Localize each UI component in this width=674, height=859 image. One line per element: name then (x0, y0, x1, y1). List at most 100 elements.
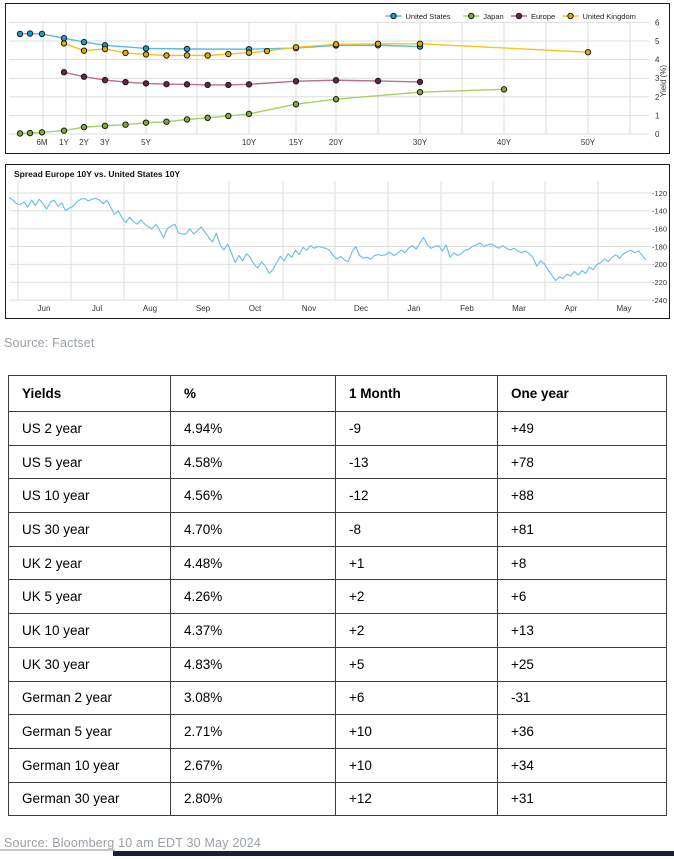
data-point (16, 130, 24, 137)
yield-name-cell: US 2 year (8, 411, 171, 446)
one-year-change-cell: +81 (497, 512, 667, 547)
one-year-change-cell: -31 (497, 680, 667, 716)
data-point (60, 127, 68, 134)
data-point (163, 52, 170, 59)
one-month-change-cell: +10 (335, 714, 498, 749)
yield-pct-cell: 4.94% (170, 411, 336, 446)
data-point (183, 45, 191, 53)
yield-name-cell: US 30 year (8, 512, 171, 547)
x-axis-tick: 30Y (413, 138, 428, 147)
y-axis-tick: 0 (655, 130, 660, 139)
data-point (183, 81, 191, 88)
one-month-change-cell: +2 (335, 613, 498, 648)
y-axis-tick: -200 (652, 260, 667, 269)
x-axis-tick: 50Y (581, 138, 596, 147)
x-axis-tick: Apr (565, 304, 578, 313)
data-point (225, 81, 232, 89)
y-axis-tick: 2 (655, 93, 660, 102)
yield-name-cell: German 2 year (8, 680, 171, 716)
legend-marker (567, 12, 574, 20)
yields-table: Yields% 1 Month One year US 2 year 4.94% -9 +… (8, 375, 667, 817)
series-line-japan (19, 88, 505, 135)
one-year-change-cell: +31 (497, 781, 667, 817)
data-point (332, 96, 340, 103)
yield-pct-cell: 2.67% (170, 747, 336, 783)
one-year-change-cell: +36 (497, 714, 667, 749)
yield-name-cell: German 30 year (8, 781, 171, 817)
data-point (38, 129, 46, 136)
data-point (60, 69, 68, 76)
data-point (101, 122, 109, 130)
x-axis-tick: Nov (302, 304, 316, 313)
yield-pct-cell: 2.80% (170, 781, 336, 817)
yield-pct-cell: 4.56% (170, 478, 336, 514)
x-axis-tick: 1Y (59, 138, 69, 147)
one-year-change-cell: +25 (497, 646, 667, 682)
yield-pct-cell: 4.26% (170, 579, 336, 615)
x-axis-tick: Jun (38, 304, 51, 313)
x-axis-tick: May (616, 304, 631, 313)
legend-label: Japan (483, 12, 503, 21)
data-point (60, 35, 68, 42)
yield-pct-cell: 4.70% (170, 512, 336, 547)
table-row: German 30 year 2.80% +12 +31 (8, 781, 667, 817)
y-axis-tick: 6 (655, 18, 660, 27)
table-row: UK 5 year 4.26% +2 +6 (8, 579, 667, 615)
data-point (142, 119, 150, 126)
legend-marker (468, 12, 475, 20)
one-month-change-cell: +12 (335, 781, 498, 817)
data-point (374, 40, 382, 47)
legend-marker (390, 12, 397, 20)
column-header: 1 Month (335, 375, 498, 412)
x-axis-tick: Dec (354, 304, 368, 313)
x-axis-tick: Sep (196, 304, 211, 313)
one-year-change-cell: +78 (497, 444, 667, 480)
one-month-change-cell: +6 (335, 680, 498, 716)
divider-navy-bar (113, 851, 674, 856)
one-year-change-cell: +49 (497, 411, 667, 446)
data-point (204, 81, 211, 89)
data-point (26, 129, 34, 137)
data-point (245, 81, 253, 88)
one-year-change-cell: +13 (497, 613, 667, 648)
data-point (142, 45, 150, 52)
data-point (204, 52, 211, 59)
x-axis-tick: Jan (408, 304, 421, 313)
data-point (122, 49, 129, 57)
yield-name-cell: German 5 year (8, 714, 171, 749)
data-point (225, 50, 232, 58)
one-year-change-cell: +88 (497, 478, 667, 514)
yield-pct-cell: 4.58% (170, 444, 336, 480)
yield-name-cell: UK 30 year (8, 646, 171, 682)
one-month-change-cell: -13 (335, 444, 498, 480)
table-row: German 2 year 3.08% +6 -31 (8, 680, 667, 716)
one-month-change-cell: +1 (335, 545, 498, 581)
legend-label: Europe (531, 12, 555, 21)
table-row: US 5 year 4.58% -13 +78 (8, 444, 667, 480)
table-row: US 10 year 4.56% -12 +88 (8, 478, 667, 514)
data-point (163, 118, 170, 125)
data-point (101, 45, 109, 53)
spread-chart: Spread Europe 10Y vs. United States 10Y … (5, 164, 670, 319)
yield-curves-chart: 6 5 4 3 2 1 0 Yield (%) 6M 1Y 2Y 3Y 5Y 10Y 15Y 20Y 30Y 40… (5, 3, 670, 154)
table-row: US 2 year 4.94% -9 +49 (8, 411, 667, 446)
source-bloomberg: Source: Bloomberg 10 am EDT 30 May 2024 (4, 836, 262, 850)
one-month-change-cell: -12 (335, 478, 498, 514)
yield-name-cell: UK 5 year (8, 579, 171, 615)
yield-pct-cell: 2.71% (170, 714, 336, 749)
data-point (80, 73, 88, 80)
yield-pct-cell: 4.37% (170, 613, 336, 648)
spread-plot: -120 -140 -160 -180 -200 -220 -240 Jun Jul Aug Sep… (8, 181, 667, 313)
data-point (292, 101, 300, 108)
data-point (292, 77, 300, 85)
data-point (142, 80, 150, 87)
table-row: German 10 year 2.67% +10 +34 (8, 747, 667, 783)
yield-name-cell: UK 2 year (8, 545, 171, 581)
one-year-change-cell: +34 (497, 747, 667, 783)
y-axis-tick: -160 (652, 225, 667, 234)
legend-label: United States (406, 12, 451, 21)
data-point (500, 86, 508, 93)
y-axis-tick: -140 (652, 207, 667, 216)
one-year-change-cell: +8 (497, 545, 667, 581)
